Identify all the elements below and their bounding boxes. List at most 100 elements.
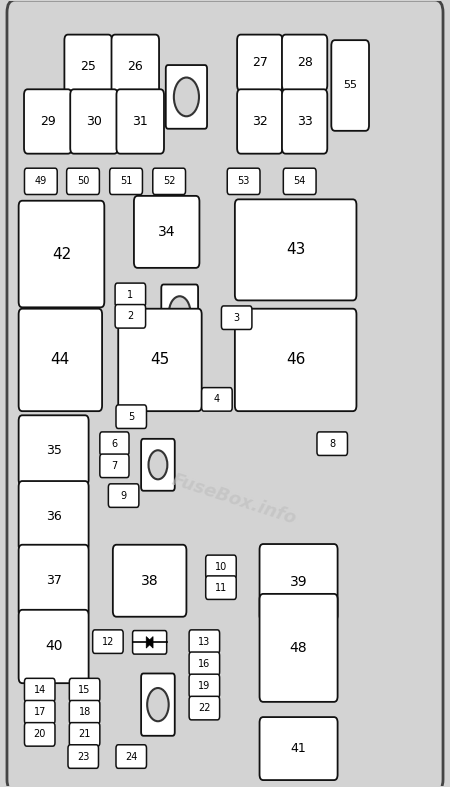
FancyBboxPatch shape <box>189 674 220 698</box>
FancyBboxPatch shape <box>18 481 89 551</box>
FancyBboxPatch shape <box>116 745 147 768</box>
FancyBboxPatch shape <box>118 309 202 411</box>
FancyBboxPatch shape <box>134 196 199 268</box>
Text: FuseBox.info: FuseBox.info <box>169 471 299 528</box>
FancyBboxPatch shape <box>161 284 198 342</box>
FancyBboxPatch shape <box>237 35 283 91</box>
FancyBboxPatch shape <box>235 199 356 301</box>
FancyBboxPatch shape <box>260 717 338 780</box>
FancyBboxPatch shape <box>108 484 139 508</box>
Text: 12: 12 <box>102 637 114 647</box>
FancyBboxPatch shape <box>260 544 338 621</box>
FancyBboxPatch shape <box>24 722 55 746</box>
Text: 27: 27 <box>252 56 268 69</box>
Text: 10: 10 <box>215 562 227 572</box>
Text: 39: 39 <box>290 575 307 589</box>
Text: 49: 49 <box>35 176 47 187</box>
FancyBboxPatch shape <box>282 89 327 153</box>
FancyBboxPatch shape <box>237 89 283 153</box>
Text: 44: 44 <box>51 353 70 368</box>
Circle shape <box>169 296 190 330</box>
Text: 40: 40 <box>45 640 63 653</box>
Text: 42: 42 <box>52 246 71 261</box>
Text: 48: 48 <box>290 641 307 655</box>
FancyBboxPatch shape <box>24 678 55 702</box>
Text: 3: 3 <box>234 312 240 323</box>
Text: 8: 8 <box>329 438 335 449</box>
Text: 45: 45 <box>150 353 170 368</box>
FancyBboxPatch shape <box>206 555 236 578</box>
Text: 18: 18 <box>78 708 91 717</box>
Text: 54: 54 <box>293 176 306 187</box>
Text: 36: 36 <box>46 509 62 523</box>
Text: 7: 7 <box>111 461 117 471</box>
Text: 43: 43 <box>286 242 306 257</box>
Text: 21: 21 <box>78 730 91 740</box>
Text: 26: 26 <box>127 60 143 72</box>
FancyBboxPatch shape <box>189 630 220 653</box>
FancyBboxPatch shape <box>235 309 356 411</box>
FancyBboxPatch shape <box>24 89 72 153</box>
FancyBboxPatch shape <box>221 306 252 330</box>
Text: 55: 55 <box>343 80 357 91</box>
FancyBboxPatch shape <box>18 201 104 308</box>
FancyBboxPatch shape <box>116 405 147 428</box>
FancyBboxPatch shape <box>189 652 220 675</box>
FancyBboxPatch shape <box>260 594 338 702</box>
FancyBboxPatch shape <box>18 309 102 411</box>
FancyBboxPatch shape <box>117 89 164 153</box>
Text: 13: 13 <box>198 637 211 647</box>
FancyBboxPatch shape <box>331 40 369 131</box>
Text: 9: 9 <box>121 490 127 501</box>
Text: 41: 41 <box>291 742 306 755</box>
Text: 29: 29 <box>40 115 56 128</box>
Text: 4: 4 <box>214 394 220 405</box>
Text: 31: 31 <box>132 115 148 128</box>
FancyBboxPatch shape <box>113 545 186 617</box>
FancyBboxPatch shape <box>141 674 175 736</box>
Text: 19: 19 <box>198 681 211 691</box>
FancyBboxPatch shape <box>227 168 260 194</box>
Text: 28: 28 <box>297 56 313 69</box>
Text: 23: 23 <box>77 752 90 762</box>
FancyBboxPatch shape <box>202 388 232 411</box>
Text: 32: 32 <box>252 115 268 128</box>
FancyBboxPatch shape <box>18 610 89 683</box>
FancyBboxPatch shape <box>133 630 166 654</box>
Text: 20: 20 <box>34 730 46 740</box>
Text: 22: 22 <box>198 703 211 713</box>
FancyBboxPatch shape <box>67 168 99 194</box>
Circle shape <box>148 450 167 479</box>
FancyBboxPatch shape <box>93 630 123 653</box>
Text: 11: 11 <box>215 582 227 593</box>
FancyBboxPatch shape <box>70 89 118 153</box>
FancyBboxPatch shape <box>18 545 89 617</box>
FancyBboxPatch shape <box>69 678 100 702</box>
FancyBboxPatch shape <box>68 745 99 768</box>
Polygon shape <box>147 637 153 648</box>
FancyBboxPatch shape <box>153 168 185 194</box>
FancyBboxPatch shape <box>141 439 175 491</box>
Text: 37: 37 <box>46 575 62 587</box>
Text: 30: 30 <box>86 115 102 128</box>
FancyBboxPatch shape <box>166 65 207 129</box>
FancyBboxPatch shape <box>24 700 55 724</box>
FancyBboxPatch shape <box>7 0 443 787</box>
FancyBboxPatch shape <box>69 700 100 724</box>
FancyBboxPatch shape <box>18 416 89 486</box>
Circle shape <box>147 688 169 721</box>
FancyBboxPatch shape <box>64 35 112 98</box>
Text: 15: 15 <box>78 685 91 695</box>
FancyBboxPatch shape <box>100 454 129 478</box>
Text: 53: 53 <box>238 176 250 187</box>
FancyBboxPatch shape <box>317 432 347 456</box>
FancyBboxPatch shape <box>100 432 129 456</box>
Text: 33: 33 <box>297 115 312 128</box>
Text: 35: 35 <box>46 444 62 456</box>
Text: 46: 46 <box>286 353 306 368</box>
FancyBboxPatch shape <box>115 283 146 307</box>
FancyBboxPatch shape <box>112 35 159 98</box>
Text: 1: 1 <box>127 290 133 300</box>
Text: 51: 51 <box>120 176 132 187</box>
Text: 16: 16 <box>198 659 211 669</box>
